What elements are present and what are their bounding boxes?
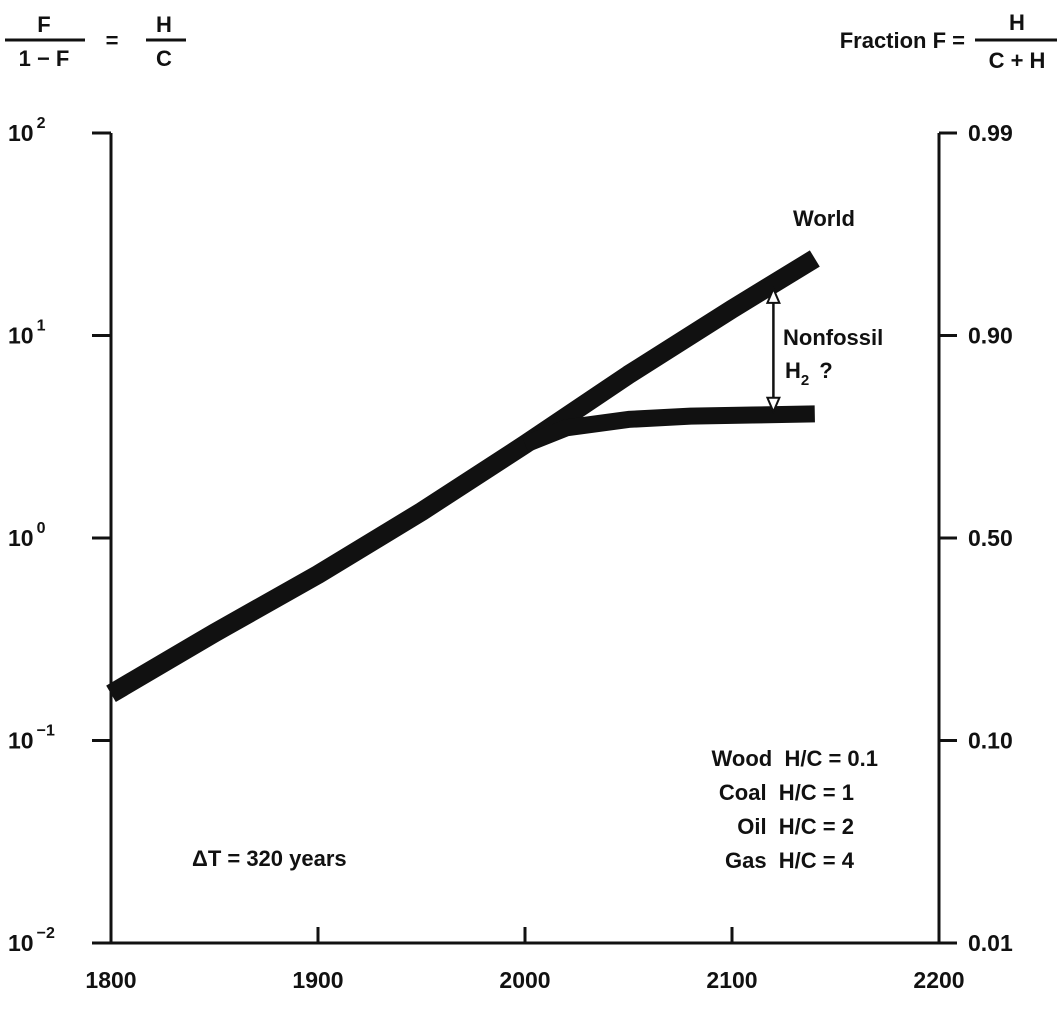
left-formula-denominator: 1 − F (19, 46, 70, 71)
nonfossil-label: Nonfossil (783, 325, 883, 350)
right-axis-formula: Fraction F = H C + H (840, 10, 1057, 73)
left-formula-numerator: F (37, 12, 50, 37)
legend-oil: Oil H/C = 2 (737, 814, 854, 839)
y-left-tick-label-4: 10 −2 (8, 925, 55, 956)
y-left-tick-label-0: 10 2 (8, 115, 46, 146)
y-left-tick-exponent-3: −1 (37, 723, 55, 740)
nonfossil-arrow-head-up (765, 286, 781, 304)
left-axis-formula: F 1 − F = H C (5, 12, 186, 71)
y-left-tick-base-1: 10 (8, 323, 34, 349)
nonfossil-gap-arrow (765, 286, 781, 415)
x-tick-label-4: 2200 (913, 967, 964, 993)
world-label: World (793, 206, 855, 231)
y-left-tick-base-0: 10 (8, 120, 34, 146)
left-formula-equals: = (106, 28, 119, 53)
y-right-tick-label-4: 0.01 (968, 930, 1013, 956)
y-left-tick-base-4: 10 (8, 930, 34, 956)
y-left-tick-exponent-1: 1 (37, 318, 46, 335)
series-line-0 (106, 250, 820, 702)
legend-gas: Gas H/C = 4 (725, 848, 855, 873)
x-tick-label-3: 2100 (706, 967, 757, 993)
delta-t-label: ΔT = 320 years (192, 846, 347, 871)
series-layer (106, 250, 820, 702)
y-left-tick-label-2: 10 0 (8, 520, 46, 551)
y-left-tick-exponent-0: 2 (37, 115, 46, 132)
y-left-tick-base-2: 10 (8, 525, 34, 551)
right-formula-numerator: H (1009, 10, 1025, 35)
y-left-tick-label-3: 10 −1 (8, 723, 55, 754)
y-right-tick-label-0: 0.99 (968, 120, 1013, 146)
left-formula-rhs-numerator: H (156, 12, 172, 37)
x-tick-label-0: 1800 (85, 967, 136, 993)
x-tick-label-2: 2000 (499, 967, 550, 993)
right-formula-label: Fraction F = (840, 28, 965, 53)
series-line-1 (521, 405, 815, 453)
hc-ratio-legend: Wood H/C = 0.1 Coal H/C = 1 Oil H/C = 2 … (712, 746, 878, 873)
nonfossil-arrow-head-down (765, 396, 781, 415)
left-formula-rhs-denominator: C (156, 46, 172, 71)
y-right-tick-label-3: 0.10 (968, 728, 1013, 754)
y-left-tick-label-1: 10 1 (8, 318, 46, 349)
legend-wood: Wood H/C = 0.1 (712, 746, 878, 771)
x-tick-label-1: 1900 (292, 967, 343, 993)
right-formula-denominator: C + H (989, 48, 1046, 73)
nonfossil-question: ? (819, 358, 832, 383)
legend-coal: Coal H/C = 1 (719, 780, 854, 805)
y-left-tick-exponent-4: −2 (37, 925, 55, 942)
y-right-tick-label-1: 0.90 (968, 323, 1013, 349)
nonfossil-h-subscript: 2 (801, 372, 809, 389)
nonfossil-h2-label: H2? (785, 358, 833, 389)
y-left-tick-exponent-2: 0 (37, 520, 46, 537)
y-left-tick-base-3: 10 (8, 728, 34, 754)
y-right-tick-label-2: 0.50 (968, 525, 1013, 551)
nonfossil-h: H (785, 358, 801, 383)
